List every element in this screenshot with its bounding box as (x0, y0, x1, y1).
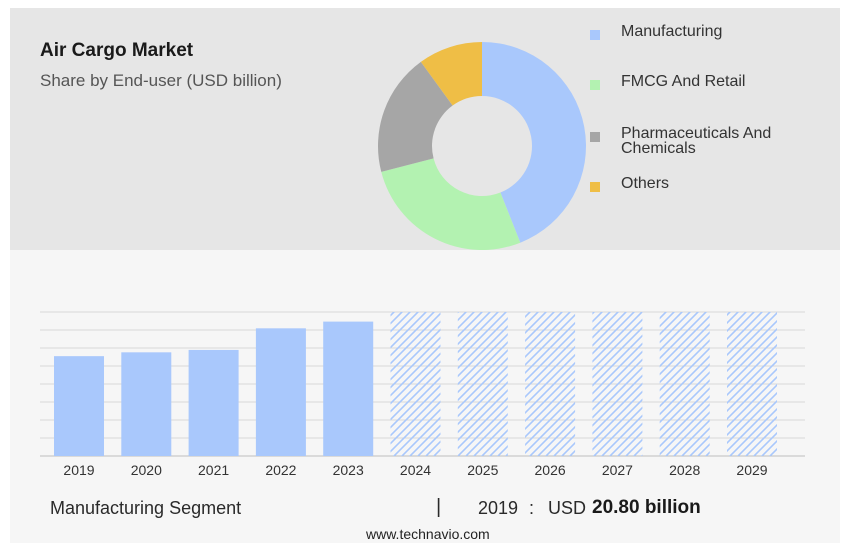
forecast-bar-2024 (390, 312, 441, 456)
legend-swatch (590, 30, 600, 40)
donut-slice-pharmaceuticals-and-chemicals (378, 61, 453, 172)
forecast-bar-2029 (727, 312, 777, 456)
x-tick-label: 2025 (467, 462, 498, 478)
legend-swatch (590, 132, 600, 142)
x-tick-label: 2021 (198, 462, 229, 478)
x-tick-label: 2027 (602, 462, 633, 478)
forecast-bar-2026 (525, 312, 576, 456)
legend-swatch (590, 80, 600, 90)
donut-slice-fmcg-and-retail (381, 158, 521, 250)
x-tick-label: 2026 (535, 462, 566, 478)
forecast-bar-2027 (592, 312, 643, 456)
footer-currency: USD (548, 498, 587, 518)
x-tick-label: 2023 (333, 462, 364, 478)
footer-source-link[interactable]: www.technavio.com (366, 526, 490, 542)
footer-colon: : (529, 498, 535, 518)
legend-label: Manufacturing (621, 23, 723, 40)
x-tick-label: 2028 (669, 462, 700, 478)
donut-slice-others (420, 42, 482, 106)
legend-label: Pharmaceuticals And Chemicals (621, 125, 772, 157)
chart-title: Air Cargo Market (40, 40, 194, 61)
x-tick-label: 2024 (400, 462, 431, 478)
x-tick-label: 2020 (131, 462, 162, 478)
donut-chart (378, 42, 587, 250)
x-tick-label: 2022 (265, 462, 296, 478)
bar-2023 (323, 321, 374, 456)
forecast-bar-2025 (457, 312, 508, 456)
bar-2022 (255, 328, 306, 456)
forecast-bar-2028 (659, 312, 710, 456)
legend-swatch (590, 182, 600, 192)
footer-divider: | (436, 496, 442, 518)
x-tick-label: 2029 (736, 462, 767, 478)
bar-2019 (54, 356, 104, 456)
donut-panel: Air Cargo Market Share by End-user (USD … (10, 8, 840, 250)
bar-2020 (121, 352, 172, 456)
chart-subtitle: Share by End-user (USD billion) (40, 71, 282, 90)
footer-value: 20.80 billion (592, 497, 701, 518)
chart-card: Air Cargo Market Share by End-user (USD … (10, 8, 840, 543)
bar-2021 (188, 349, 239, 456)
donut-slice-manufacturing (482, 42, 587, 243)
bar-chart: 2019 2020 2021 2022 2023 2024 2025 2026 2027 2028… (40, 311, 805, 478)
footer-year: 2019 (478, 498, 519, 518)
legend-label: Others (621, 175, 670, 192)
legend-label: FMCG And Retail (621, 73, 746, 90)
x-tick-label: 2019 (63, 462, 94, 478)
footer-segment-label: Manufacturing Segment (50, 498, 242, 518)
